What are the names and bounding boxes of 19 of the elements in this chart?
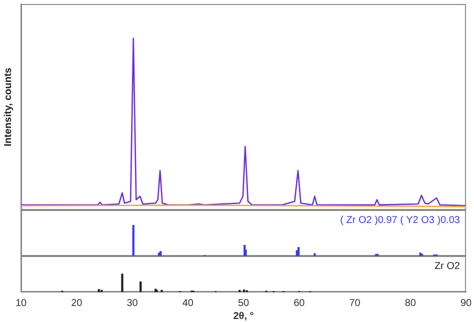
y-axis-title: Intensity, counts — [2, 67, 14, 146]
x-axis-title: 2θ, ° — [233, 310, 254, 322]
text: ( Zr O2 )0.97 ( Y2 O3 )0.03 — [340, 214, 460, 226]
x-tick-label: 50 — [238, 298, 250, 309]
x-tick-label: 40 — [182, 298, 194, 309]
x-tick-label: 20 — [71, 298, 83, 309]
x-tick-label: 90 — [460, 298, 472, 309]
x-tick-label: 70 — [349, 298, 361, 309]
x-tick-label: 10 — [15, 298, 27, 309]
text: Zr O2 — [434, 260, 460, 272]
x-tick-label: 30 — [126, 298, 138, 309]
bar — [132, 225, 134, 256]
bar — [121, 274, 124, 292]
bar — [98, 289, 100, 292]
bar — [140, 281, 142, 292]
x-tick-label: 60 — [294, 298, 306, 309]
bar — [314, 253, 316, 256]
bar — [297, 247, 300, 256]
x-tick-label: 80 — [404, 298, 416, 309]
